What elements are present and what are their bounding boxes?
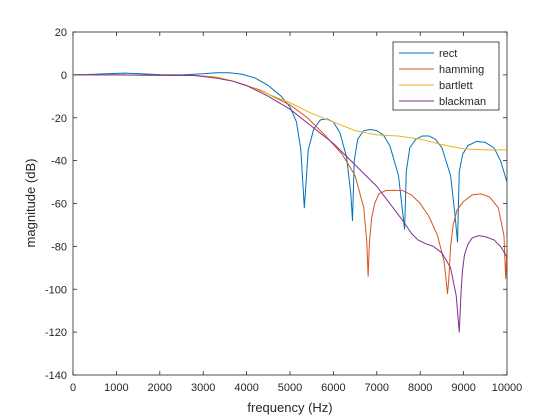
legend-label-rect: rect [439, 48, 457, 60]
legend-label-hamming: hamming [439, 64, 484, 76]
x-tick-label: 5000 [278, 382, 302, 394]
legend: rect hamming bartlett blackman [392, 41, 500, 111]
y-tick-label: -120 [45, 327, 67, 339]
legend-label-bartlett: bartlett [439, 80, 473, 92]
y-tick-label: -100 [45, 284, 67, 296]
series-line-rect [73, 72, 507, 243]
x-tick-label: 0 [70, 382, 76, 394]
series-line-blackman [73, 74, 507, 333]
x-axis-label: frequency (Hz) [247, 400, 332, 415]
y-axis-label: magnitude (dB) [23, 159, 38, 248]
x-tick-label: 2000 [148, 382, 172, 394]
legend-label-blackman: blackman [439, 96, 486, 108]
y-tick-label: -40 [51, 156, 67, 168]
x-tick-label: 8000 [408, 382, 432, 394]
x-tick-label: 4000 [234, 382, 258, 394]
x-tick-label: 3000 [191, 382, 215, 394]
x-tick-label: 6000 [321, 382, 345, 394]
x-tick-label: 1000 [104, 382, 128, 394]
series-line-hamming [73, 74, 507, 295]
y-tick-label: -80 [51, 241, 67, 253]
x-tick-label: 7000 [365, 382, 389, 394]
x-tick-label: 10000 [492, 382, 523, 394]
y-tick-label: 20 [55, 27, 67, 39]
y-tick-label: -60 [51, 199, 67, 211]
y-tick-label: -140 [45, 370, 67, 382]
y-tick-label: -20 [51, 113, 67, 125]
x-tick-label: 9000 [451, 382, 475, 394]
axis-ticks: 0 1000 2000 3000 4000 5000 6000 7000 8000 9000 100… [45, 27, 522, 394]
y-tick-label: 0 [61, 70, 67, 82]
series-lines [73, 72, 507, 333]
